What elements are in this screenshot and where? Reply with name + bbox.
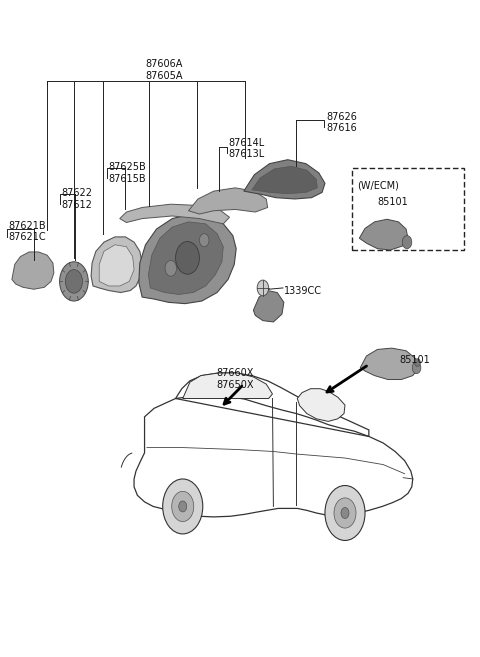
Circle shape xyxy=(179,501,187,512)
Circle shape xyxy=(163,479,203,534)
Polygon shape xyxy=(91,237,142,292)
Circle shape xyxy=(325,486,365,541)
Circle shape xyxy=(176,242,199,274)
Polygon shape xyxy=(183,373,273,399)
Text: 85101: 85101 xyxy=(400,355,431,365)
Circle shape xyxy=(172,491,194,522)
Polygon shape xyxy=(253,290,284,322)
Circle shape xyxy=(402,236,412,249)
Polygon shape xyxy=(12,252,54,289)
Circle shape xyxy=(60,261,88,301)
Polygon shape xyxy=(252,166,317,194)
Circle shape xyxy=(341,507,349,518)
Circle shape xyxy=(165,260,177,276)
Polygon shape xyxy=(360,219,408,250)
Polygon shape xyxy=(360,348,419,380)
Text: 87625B
87615B: 87625B 87615B xyxy=(109,162,146,183)
Polygon shape xyxy=(120,204,229,224)
Circle shape xyxy=(65,269,83,293)
Text: 87614L
87613L: 87614L 87613L xyxy=(228,138,264,160)
Text: 87606A
87605A: 87606A 87605A xyxy=(145,59,182,81)
Polygon shape xyxy=(297,389,345,421)
Text: (W/ECM): (W/ECM) xyxy=(358,181,399,191)
Text: 87622
87612: 87622 87612 xyxy=(61,188,92,210)
Polygon shape xyxy=(244,160,325,199)
Text: 87621B
87621C: 87621B 87621C xyxy=(9,221,46,242)
Circle shape xyxy=(415,359,420,367)
Text: 87626
87616: 87626 87616 xyxy=(326,112,357,133)
Polygon shape xyxy=(189,188,268,214)
Polygon shape xyxy=(148,222,223,294)
Polygon shape xyxy=(139,214,236,304)
Circle shape xyxy=(412,362,421,374)
Text: 85101: 85101 xyxy=(377,197,408,207)
Circle shape xyxy=(334,498,356,528)
Text: 87660X
87650X: 87660X 87650X xyxy=(216,368,253,390)
Circle shape xyxy=(199,234,209,247)
Text: 1339CC: 1339CC xyxy=(284,286,322,296)
Circle shape xyxy=(257,280,269,296)
Polygon shape xyxy=(99,245,134,286)
